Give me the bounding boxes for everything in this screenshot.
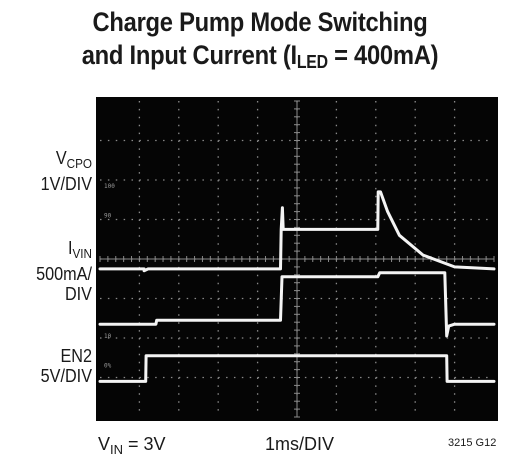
en2-label: EN2 5V/DIV bbox=[9, 346, 92, 386]
graticule-mark-label: 90 bbox=[104, 213, 112, 220]
condition-main: V bbox=[98, 434, 111, 454]
ivin-label: IVIN 500mA/ DIV bbox=[9, 238, 92, 304]
traces bbox=[98, 190, 496, 383]
title-line-1: Charge Pump Mode Switching bbox=[92, 7, 428, 37]
title-subscript: LED bbox=[296, 52, 328, 72]
trace-vcpo bbox=[98, 190, 496, 273]
figure-id: 3215 G12 bbox=[448, 437, 497, 449]
graticule-mark-label: 100 bbox=[104, 183, 115, 190]
condition-value: = 3V bbox=[123, 434, 166, 454]
graticule-mark-label: 0% bbox=[104, 363, 112, 370]
graticule-marks: 100 90 10 0% bbox=[104, 183, 115, 370]
oscilloscope-plot: 100 90 10 0% bbox=[96, 97, 498, 421]
condition-label: VIN = 3V bbox=[98, 434, 166, 457]
x-axis-label: 1ms/DIV bbox=[265, 434, 335, 454]
vcpo-label: VCPO 1V/DIV bbox=[9, 148, 92, 194]
en2-scale: 5V/DIV bbox=[40, 366, 92, 386]
trace-ivin bbox=[98, 271, 496, 338]
ivin-name-main: I bbox=[67, 238, 73, 258]
vcpo-scale: 1V/DIV bbox=[40, 174, 92, 194]
graticule bbox=[99, 100, 495, 418]
ivin-scale-1: 500mA/ bbox=[36, 264, 92, 284]
vcpo-name-main: V bbox=[55, 148, 67, 168]
ivin-scale-2: DIV bbox=[64, 284, 92, 304]
ivin-name: IVIN bbox=[9, 238, 92, 264]
graticule-mark-label: 10 bbox=[104, 333, 112, 340]
chart-title: Charge Pump Mode Switching and Input Cur… bbox=[66, 6, 453, 79]
trace-en2 bbox=[98, 354, 496, 383]
ivin-name-sub: VIN bbox=[72, 246, 92, 261]
title-line-2-start: and Input Current (I bbox=[81, 40, 297, 70]
title-line-2: and Input Current (ILED = 400mA) bbox=[66, 39, 453, 79]
vcpo-name: VCPO bbox=[9, 148, 92, 174]
en2-name: EN2 bbox=[60, 346, 92, 366]
vcpo-name-sub: CPO bbox=[66, 156, 92, 171]
title-line-2-end: = 400mA) bbox=[327, 40, 439, 70]
condition-sub: IN bbox=[110, 442, 124, 457]
